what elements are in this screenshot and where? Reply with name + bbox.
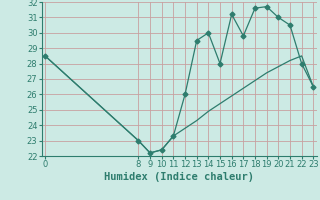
- X-axis label: Humidex (Indice chaleur): Humidex (Indice chaleur): [104, 172, 254, 182]
